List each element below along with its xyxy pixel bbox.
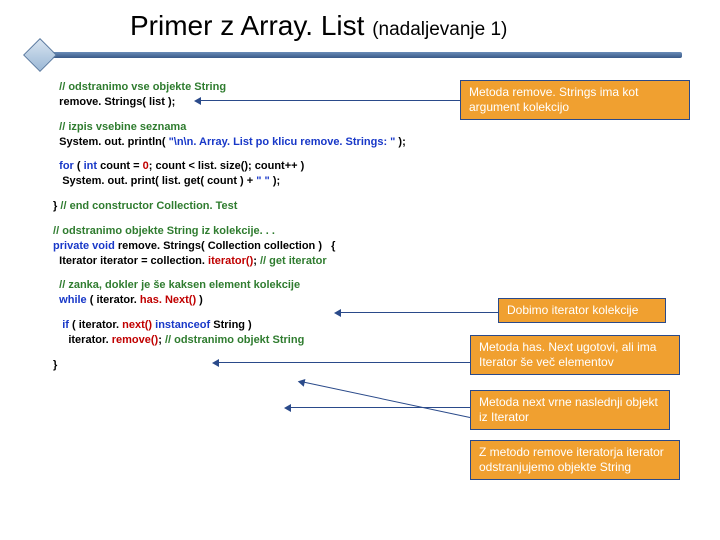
highlight: has. Next() <box>140 294 196 306</box>
code-text: ); <box>395 136 408 148</box>
page-title: Primer z Array. List (nadaljevanje 1) <box>130 10 507 42</box>
comment: // end constructor Collection. Test <box>60 200 237 212</box>
arrow-icon <box>218 362 470 363</box>
callout-text: Metoda next vrne naslednji objekt iz Ite… <box>479 395 658 424</box>
keyword: instanceof <box>155 319 210 331</box>
title-sub: (nadaljevanje 1) <box>372 19 507 40</box>
code-text: ; count < list. size(); count++ ) <box>149 160 305 172</box>
comment: // get iterator <box>260 255 327 267</box>
callout-box: Metoda remove. Strings ima kot argument … <box>460 80 690 120</box>
highlight: remove() <box>112 334 158 346</box>
code-text: ; <box>253 255 260 267</box>
keyword: while <box>50 294 87 306</box>
arrow-icon <box>340 312 498 313</box>
callout-box: Z metodo remove iteratorja iterator odst… <box>470 440 680 480</box>
callout-text: Z metodo remove iteratorja iterator odst… <box>479 445 664 474</box>
code-text: count = <box>97 160 143 172</box>
arrow-icon <box>290 407 470 408</box>
code-text: remove. Strings( Collection collection )… <box>115 240 336 252</box>
comment: // zanka, dokler je še kaksen element ko… <box>50 279 300 291</box>
code-text: ( <box>74 160 84 172</box>
title-row: Primer z Array. List (nadaljevanje 1) <box>0 0 720 46</box>
code-text: ; <box>158 334 165 346</box>
callout-text: Metoda has. Next ugotovi, ali ima Iterat… <box>479 340 656 369</box>
highlight: iterator() <box>208 255 253 267</box>
comment: // izpis vsebine seznama <box>50 121 186 133</box>
arrow-icon <box>200 100 460 101</box>
callout-box: Dobimo iterator kolekcije <box>498 298 666 323</box>
string-literal: " " <box>256 175 270 187</box>
code-text: ); <box>270 175 283 187</box>
callout-text: Dobimo iterator kolekcije <box>507 303 638 317</box>
comment: // odstranimo vse objekte String <box>50 81 226 93</box>
callout-text: Metoda remove. Strings ima kot argument … <box>469 85 638 114</box>
keyword: if <box>50 319 69 331</box>
code-text: System. out. println( <box>50 136 169 148</box>
comment: // odstranimo objekte String iz kolekcij… <box>50 225 275 237</box>
title-underline <box>42 52 682 58</box>
callout-box: Metoda next vrne naslednji objekt iz Ite… <box>470 390 670 430</box>
comment: // odstranimo objekt String <box>165 334 304 346</box>
code-text: ( iterator. <box>87 294 140 306</box>
code-text: Iterator iterator = collection. <box>50 255 208 267</box>
keyword: int <box>84 160 97 172</box>
code-text: System. out. print( list. get( count ) + <box>50 175 256 187</box>
callout-box: Metoda has. Next ugotovi, ali ima Iterat… <box>470 335 680 375</box>
code-text: } <box>50 359 57 371</box>
code-text: ) <box>196 294 206 306</box>
code-block: // odstranimo vse objekte String remove.… <box>50 80 450 373</box>
code-text: String ) <box>210 319 255 331</box>
code-text: } <box>50 200 60 212</box>
highlight: next() <box>122 319 152 331</box>
title-main: Primer z Array. List <box>130 10 364 41</box>
keyword: for <box>50 160 74 172</box>
code-text: remove. Strings( list ); <box>50 96 178 108</box>
arrow-icon <box>304 382 470 418</box>
code-text: iterator. <box>50 334 112 346</box>
keyword: private void <box>50 240 115 252</box>
code-text: ( iterator. <box>69 319 122 331</box>
string-literal: "\n\n. Array. List po klicu remove. Stri… <box>169 136 396 148</box>
